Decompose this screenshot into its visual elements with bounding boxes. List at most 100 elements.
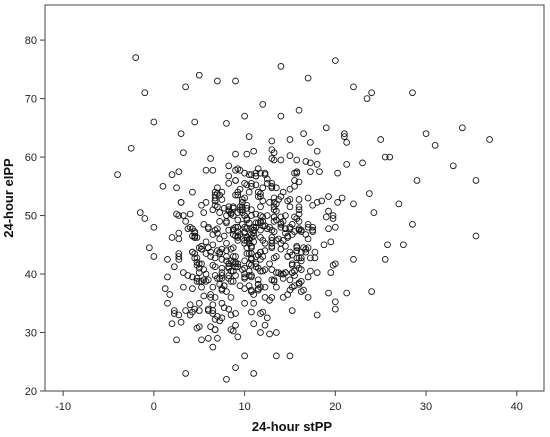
data-point [295, 196, 303, 203]
data-point [293, 242, 301, 250]
data-point [273, 253, 280, 260]
data-point [261, 171, 269, 178]
data-point [198, 283, 205, 291]
data-point [268, 244, 276, 252]
data-point [252, 169, 260, 177]
data-point [313, 199, 321, 206]
data-point [270, 194, 278, 202]
data-point [293, 169, 301, 177]
data-point [218, 285, 226, 293]
data-point [257, 329, 264, 336]
data-point [370, 209, 378, 216]
data-point [322, 213, 330, 221]
data-point [282, 225, 289, 233]
data-point [241, 257, 248, 265]
data-point [234, 165, 242, 173]
data-point [223, 120, 230, 127]
data-point [170, 263, 178, 271]
data-point [400, 241, 407, 249]
x-tick-label: 10 [238, 401, 250, 413]
data-point [309, 226, 317, 234]
data-point [229, 253, 237, 260]
data-point [273, 329, 280, 336]
data-point [250, 370, 258, 377]
data-point [268, 276, 276, 284]
data-point [186, 301, 194, 309]
data-point [245, 250, 253, 257]
data-point [227, 294, 235, 301]
data-point [288, 231, 296, 238]
data-point [297, 254, 305, 262]
data-point [304, 220, 312, 228]
data-point [273, 283, 280, 291]
data-point [232, 364, 239, 371]
data-point [304, 273, 312, 281]
data-point [277, 156, 285, 164]
data-point [232, 310, 239, 317]
data-point [259, 237, 267, 244]
data-point [186, 210, 194, 218]
data-point [241, 352, 248, 360]
data-point [302, 158, 310, 165]
data-point [198, 201, 205, 209]
data-point [225, 226, 233, 234]
data-point [277, 63, 285, 70]
data-point [225, 180, 233, 187]
data-point [268, 146, 276, 154]
data-point [381, 153, 389, 161]
data-point [259, 218, 267, 225]
data-point [223, 219, 230, 227]
data-point [304, 294, 312, 301]
data-point [286, 152, 294, 159]
data-point [195, 299, 203, 307]
data-point [211, 254, 219, 262]
data-point [218, 314, 226, 322]
data-points [114, 54, 493, 383]
x-tick-label: 40 [511, 401, 523, 413]
data-point [184, 225, 192, 233]
data-point [311, 248, 319, 256]
data-point [193, 254, 201, 262]
data-point [368, 288, 375, 295]
data-point [216, 218, 224, 225]
data-point [288, 307, 296, 314]
data-point [214, 184, 221, 192]
data-point [250, 299, 258, 307]
data-point [241, 273, 248, 281]
data-point [261, 283, 269, 291]
data-point [250, 320, 258, 328]
data-point [168, 171, 176, 178]
data-point [268, 237, 276, 244]
data-point [248, 308, 255, 316]
data-point [225, 264, 233, 272]
data-point [257, 169, 264, 177]
data-point [218, 264, 226, 272]
data-point [270, 203, 278, 211]
data-point [243, 181, 251, 189]
data-point [243, 244, 251, 252]
data-point [207, 155, 214, 162]
data-point [141, 215, 149, 222]
data-point [164, 299, 171, 307]
data-point [252, 260, 260, 268]
data-point [245, 133, 253, 140]
data-point [282, 229, 289, 237]
data-point [214, 225, 221, 233]
data-point [266, 330, 273, 338]
data-point [268, 226, 276, 234]
data-point [168, 234, 176, 241]
data-point [193, 324, 201, 332]
data-point [325, 207, 332, 215]
data-point [268, 180, 276, 187]
data-point [173, 336, 180, 344]
data-point [227, 209, 235, 216]
data-point [377, 136, 385, 143]
data-point [209, 231, 217, 238]
data-point [245, 171, 253, 178]
data-point [243, 150, 251, 158]
data-point [175, 250, 183, 257]
data-point [223, 288, 230, 295]
data-point [202, 238, 210, 246]
data-point [257, 193, 264, 200]
